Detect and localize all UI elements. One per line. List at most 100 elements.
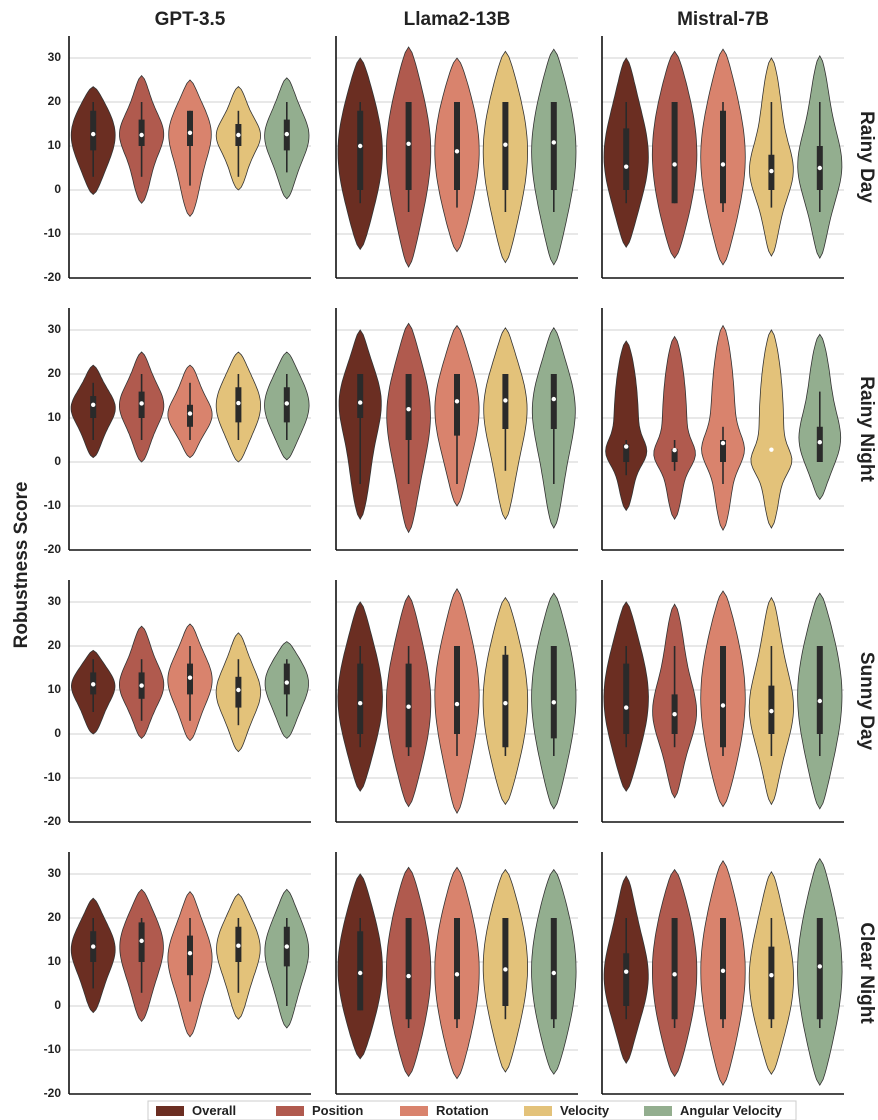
mean-dot <box>817 964 822 969</box>
column-title: GPT-3.5 <box>155 9 226 30</box>
mean-dot <box>817 440 822 445</box>
y-tick-label: -10 <box>44 1042 62 1056</box>
mean-dot <box>769 708 774 714</box>
mean-dot <box>551 970 556 976</box>
violin <box>605 340 648 512</box>
mean-dot <box>454 701 460 707</box>
violin <box>653 335 696 520</box>
mean-dot <box>769 168 774 174</box>
mean-dot <box>551 140 556 145</box>
mean-dot <box>624 444 629 449</box>
legend-swatch <box>644 1106 672 1116</box>
mean-dot <box>91 131 96 137</box>
mean-dot <box>284 944 289 949</box>
y-tick-label: 30 <box>48 322 62 336</box>
mean-dot <box>358 400 363 405</box>
mean-dot <box>503 142 508 147</box>
mean-dot <box>720 440 726 446</box>
row-label: Rainy Night <box>856 376 877 482</box>
mean-dot <box>139 938 144 944</box>
mean-dot <box>454 399 460 404</box>
mean-dot <box>236 400 241 406</box>
y-tick-label: 20 <box>48 366 62 380</box>
mean-dot <box>672 972 677 977</box>
mean-dot <box>284 131 289 137</box>
legend-box <box>147 1100 797 1120</box>
row-label: Clear Night <box>856 922 877 1024</box>
mean-dot <box>187 130 193 135</box>
mean-dot <box>454 149 460 154</box>
y-tick-label: -20 <box>44 270 62 284</box>
legend-label: Position <box>312 1103 363 1118</box>
y-axis-label: Robustness Score <box>11 482 32 649</box>
mean-dot <box>817 698 822 704</box>
y-tick-label: -10 <box>44 770 62 784</box>
mean-dot <box>503 967 508 972</box>
mean-dot <box>769 973 774 978</box>
mean-dot <box>358 701 363 706</box>
legend-label: Angular Velocity <box>680 1103 783 1118</box>
y-tick-label: -20 <box>44 814 62 828</box>
y-tick-label: 0 <box>54 182 61 196</box>
mean-dot <box>551 700 556 705</box>
mean-dot <box>139 132 144 138</box>
mean-dot <box>358 143 363 149</box>
y-tick-label: 10 <box>48 410 62 424</box>
mean-dot <box>672 447 677 453</box>
mean-dot <box>236 132 241 138</box>
mean-dot <box>139 401 144 406</box>
mean-dot <box>624 969 629 974</box>
mean-dot <box>720 162 726 167</box>
y-tick-label: 0 <box>54 998 61 1012</box>
y-tick-label: -20 <box>44 542 62 556</box>
mean-dot <box>672 162 677 167</box>
column-title: Mistral-7B <box>677 9 769 30</box>
mean-dot <box>358 970 363 976</box>
column-title: Llama2-13B <box>404 9 511 30</box>
y-tick-label: 20 <box>48 94 62 108</box>
mean-dot <box>91 682 96 687</box>
mean-dot <box>624 164 629 169</box>
mean-dot <box>720 703 726 708</box>
mean-dot <box>406 407 411 412</box>
y-tick-label: 20 <box>48 910 62 924</box>
row-label: Rainy Day <box>856 111 877 203</box>
mean-dot <box>139 683 144 688</box>
y-tick-label: 30 <box>48 866 62 880</box>
y-tick-label: 10 <box>48 682 62 696</box>
y-tick-label: 30 <box>48 594 62 608</box>
y-tick-label: 0 <box>54 454 61 468</box>
y-tick-label: 10 <box>48 138 62 152</box>
y-tick-label: 10 <box>48 954 62 968</box>
y-tick-label: -10 <box>44 226 62 240</box>
mean-dot <box>284 401 289 406</box>
mean-dot <box>769 447 774 452</box>
y-tick-label: -20 <box>44 1086 62 1100</box>
mean-dot <box>187 951 193 956</box>
y-tick-label: 20 <box>48 638 62 652</box>
mean-dot <box>406 973 411 979</box>
legend-swatch <box>400 1106 428 1116</box>
mean-dot <box>187 675 193 680</box>
legend-swatch <box>524 1106 552 1116</box>
mean-dot <box>720 968 726 973</box>
mean-dot <box>284 680 289 685</box>
legend-swatch <box>156 1106 184 1116</box>
y-tick-label: -10 <box>44 498 62 512</box>
mean-dot <box>406 141 411 146</box>
mean-dot <box>187 411 193 416</box>
mean-dot <box>551 396 556 402</box>
legend-swatch <box>276 1106 304 1116</box>
mean-dot <box>406 704 411 709</box>
legend-label: Velocity <box>560 1103 610 1118</box>
legend-label: Overall <box>192 1103 236 1118</box>
mean-dot <box>236 943 241 948</box>
mean-dot <box>454 972 460 977</box>
mean-dot <box>236 687 241 693</box>
mean-dot <box>624 705 629 710</box>
mean-dot <box>672 712 677 717</box>
mean-dot <box>817 165 822 171</box>
y-tick-label: 0 <box>54 726 61 740</box>
